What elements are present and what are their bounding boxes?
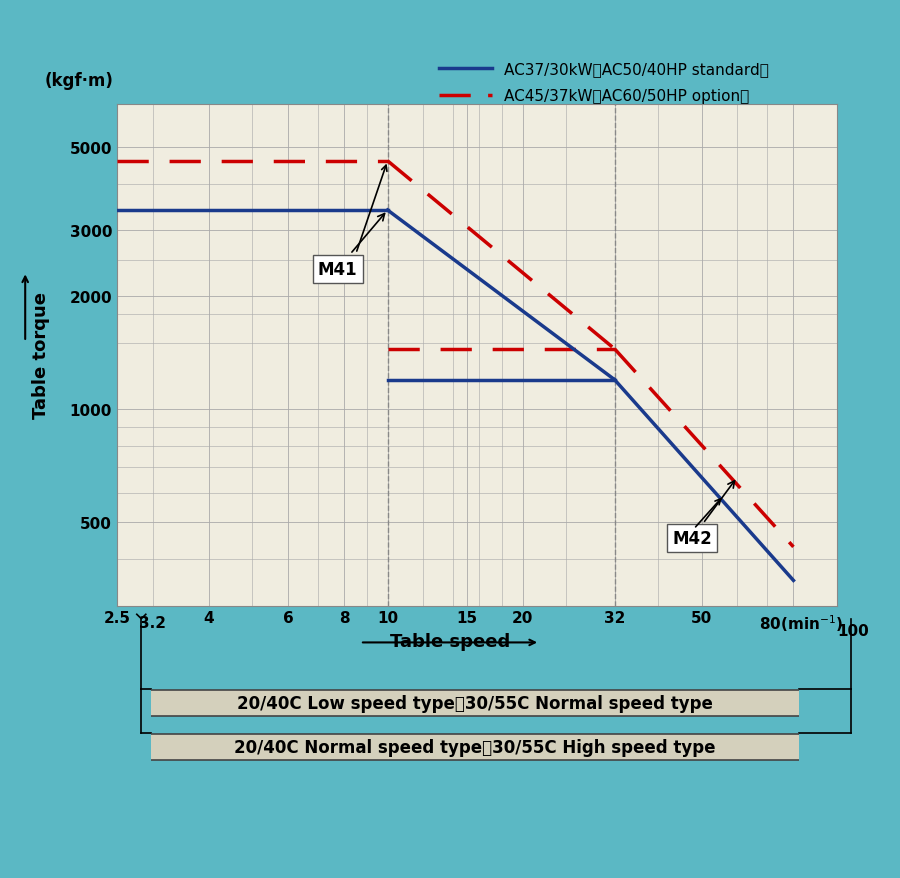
Text: 20/40C Normal speed type・30/55C High speed type: 20/40C Normal speed type・30/55C High spe… — [235, 738, 716, 756]
Text: AC37/30kW（AC50/40HP standard）: AC37/30kW（AC50/40HP standard） — [504, 61, 769, 77]
Text: 80(min$^{-1}$): 80(min$^{-1}$) — [760, 613, 843, 634]
Text: 100: 100 — [837, 623, 869, 638]
Text: Table speed: Table speed — [390, 632, 510, 650]
Text: (kgf·m): (kgf·m) — [45, 72, 114, 90]
Text: Table torque: Table torque — [32, 292, 50, 419]
FancyBboxPatch shape — [148, 734, 803, 760]
Text: AC45/37kW（AC60/50HP option）: AC45/37kW（AC60/50HP option） — [504, 89, 749, 104]
Text: 3.2: 3.2 — [140, 615, 166, 630]
FancyBboxPatch shape — [148, 690, 803, 716]
Text: M42: M42 — [672, 481, 734, 548]
Text: 20/40C Low speed type・30/55C Normal speed type: 20/40C Low speed type・30/55C Normal spee… — [238, 694, 713, 712]
Text: M41: M41 — [318, 214, 384, 278]
